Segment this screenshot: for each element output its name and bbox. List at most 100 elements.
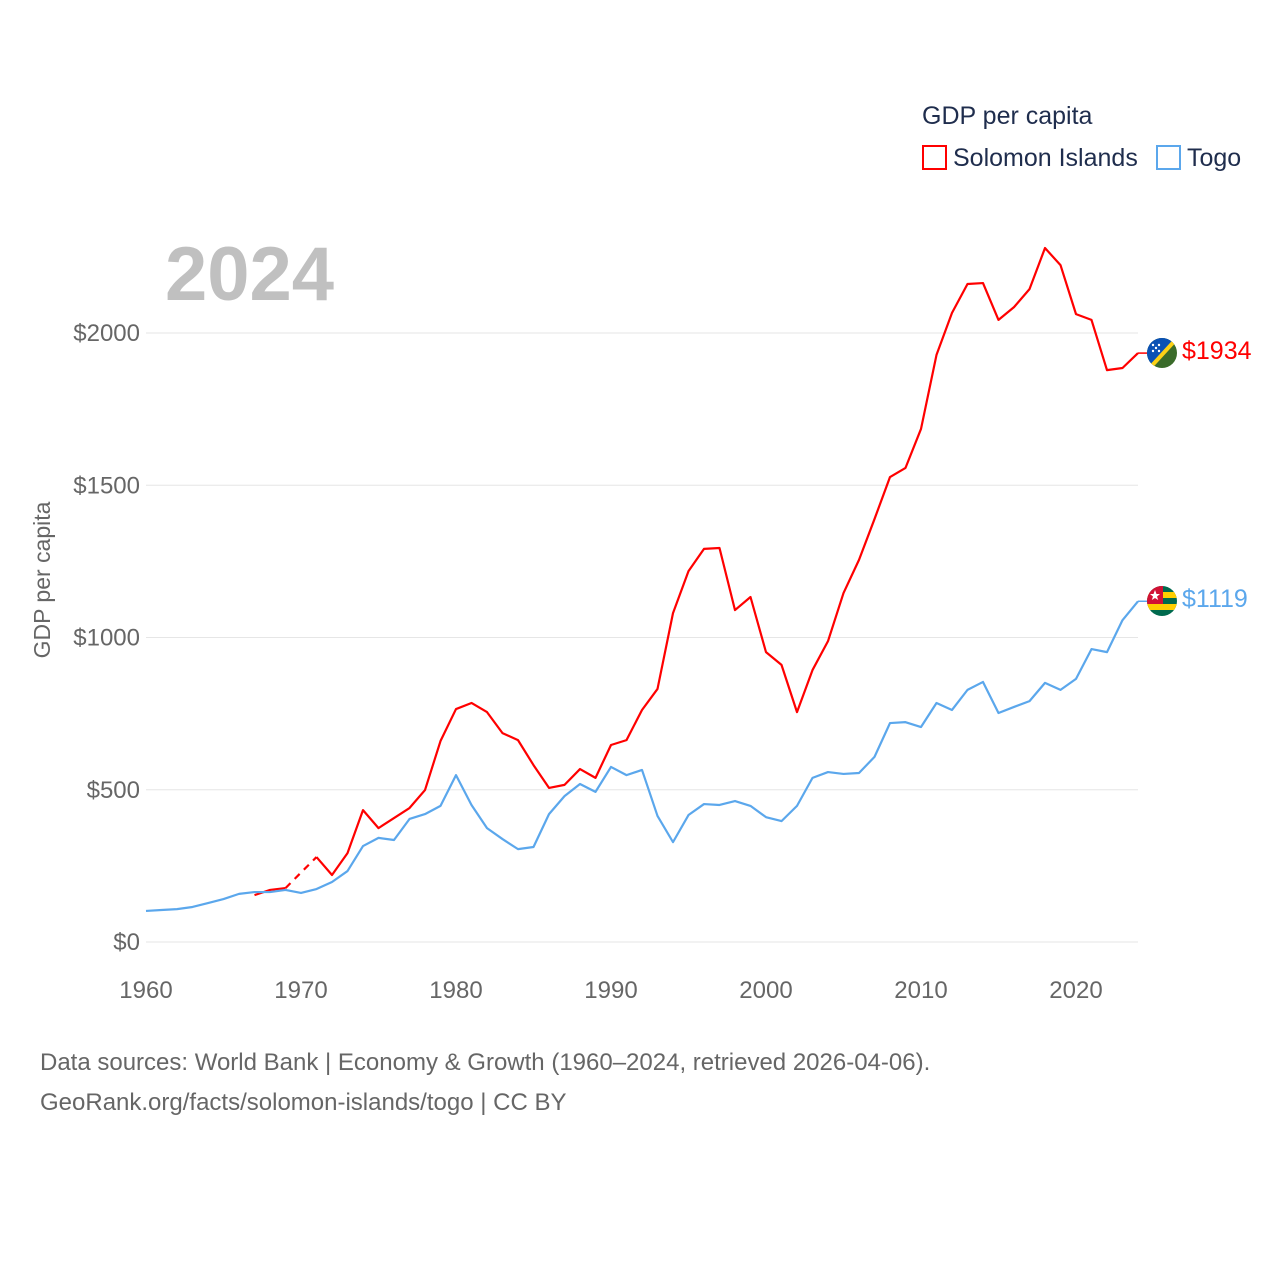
- data-point: [329, 879, 335, 885]
- data-point: [1089, 646, 1095, 652]
- data-point: [360, 843, 366, 849]
- data-point: [1089, 317, 1095, 323]
- data-point: [949, 310, 955, 316]
- data-point: [205, 900, 211, 906]
- data-point: [593, 789, 599, 795]
- series-line-solomon-islands: [254, 887, 286, 897]
- data-point: [624, 772, 630, 778]
- data-point: [252, 889, 258, 895]
- data-point: [934, 352, 940, 358]
- data-point: [562, 793, 568, 799]
- data-point: [314, 886, 320, 892]
- y-tick-label: $0: [113, 929, 140, 956]
- data-point: [996, 317, 1002, 323]
- data-point: [701, 801, 707, 807]
- legend-swatch: [1156, 145, 1181, 170]
- series-line-solomon-islands: [315, 246, 1139, 877]
- data-point: [872, 754, 878, 760]
- data-point: [748, 803, 754, 809]
- data-point: [1073, 676, 1079, 682]
- data-point: [1042, 245, 1048, 251]
- data-point: [391, 815, 397, 821]
- data-point: [701, 546, 707, 552]
- data-point: [1058, 687, 1064, 693]
- data-point: [283, 887, 289, 893]
- data-point: [825, 638, 831, 644]
- gridlines: [146, 332, 1138, 943]
- source-line: Data sources: World Bank | Economy & Gro…: [40, 1049, 931, 1076]
- data-point: [484, 825, 490, 831]
- data-point: [887, 720, 893, 726]
- y-tick-label: $2000: [73, 320, 140, 347]
- data-point: [1011, 704, 1017, 710]
- x-tick-label: 1990: [584, 977, 637, 1004]
- data-point: [887, 474, 893, 480]
- data-point: [345, 868, 351, 874]
- data-point: [918, 426, 924, 432]
- legend-item-solomon-islands[interactable]: Solomon Islands: [922, 144, 1138, 172]
- x-axis: 1960 1970 1980 1990 2000 2010 2020: [119, 977, 1102, 1004]
- data-point: [174, 906, 180, 912]
- data-point: [872, 516, 878, 522]
- data-point: [422, 811, 428, 817]
- togo-flag-icon: [1147, 586, 1177, 616]
- data-point: [546, 785, 552, 791]
- data-point: [918, 724, 924, 730]
- data-point: [515, 846, 521, 852]
- data-point: [546, 811, 552, 817]
- data-point: [453, 772, 459, 778]
- data-point: [1027, 286, 1033, 292]
- data-point: [500, 836, 506, 842]
- data-point: [980, 679, 986, 685]
- data-point: [779, 662, 785, 668]
- data-point: [686, 812, 692, 818]
- data-point: [531, 844, 537, 850]
- y-tick-label: $1000: [73, 625, 140, 652]
- data-point: [143, 908, 149, 914]
- data-point: [1135, 350, 1141, 356]
- data-point: [376, 825, 382, 831]
- data-point: [794, 803, 800, 809]
- data-point: [655, 813, 661, 819]
- data-point: [1135, 598, 1141, 604]
- series-line-togo: [145, 600, 1139, 913]
- data-point: [624, 737, 630, 743]
- data-point: [562, 782, 568, 788]
- data-point: [686, 568, 692, 574]
- legend-swatch: [922, 145, 947, 170]
- x-tick-label: 2010: [894, 977, 947, 1004]
- data-point: [810, 667, 816, 673]
- data-point: [1104, 649, 1110, 655]
- data-point: [965, 281, 971, 287]
- data-point: [391, 837, 397, 843]
- data-point: [159, 907, 165, 913]
- data-point: [484, 709, 490, 715]
- data-point: [655, 686, 661, 692]
- data-point: [221, 896, 227, 902]
- legend-label: Solomon Islands: [953, 144, 1138, 172]
- x-tick-label: 2020: [1049, 977, 1102, 1004]
- legend-item-togo[interactable]: Togo: [1156, 144, 1241, 172]
- data-point: [996, 710, 1002, 716]
- source-link[interactable]: GeoRank.org/facts/solomon-islands/togo |…: [40, 1089, 567, 1116]
- data-point: [267, 889, 273, 895]
- y-tick-label: $500: [87, 777, 140, 804]
- togo-end-value: $1119: [1182, 585, 1248, 613]
- data-point: [825, 769, 831, 775]
- y-axis: $0 $500 $1000 $1500 $2000: [73, 320, 140, 956]
- data-point: [407, 816, 413, 822]
- series-group: [143, 245, 1147, 914]
- data-point: [577, 766, 583, 772]
- data-point: [856, 770, 862, 776]
- data-point: [856, 557, 862, 563]
- data-point: [1011, 304, 1017, 310]
- data-point: [1042, 680, 1048, 686]
- y-axis-label: GDP per capita: [29, 501, 55, 658]
- data-point: [236, 891, 242, 897]
- data-point: [717, 545, 723, 551]
- data-point: [841, 771, 847, 777]
- data-point: [1058, 262, 1064, 268]
- data-point: [360, 807, 366, 813]
- x-tick-label: 1970: [274, 977, 327, 1004]
